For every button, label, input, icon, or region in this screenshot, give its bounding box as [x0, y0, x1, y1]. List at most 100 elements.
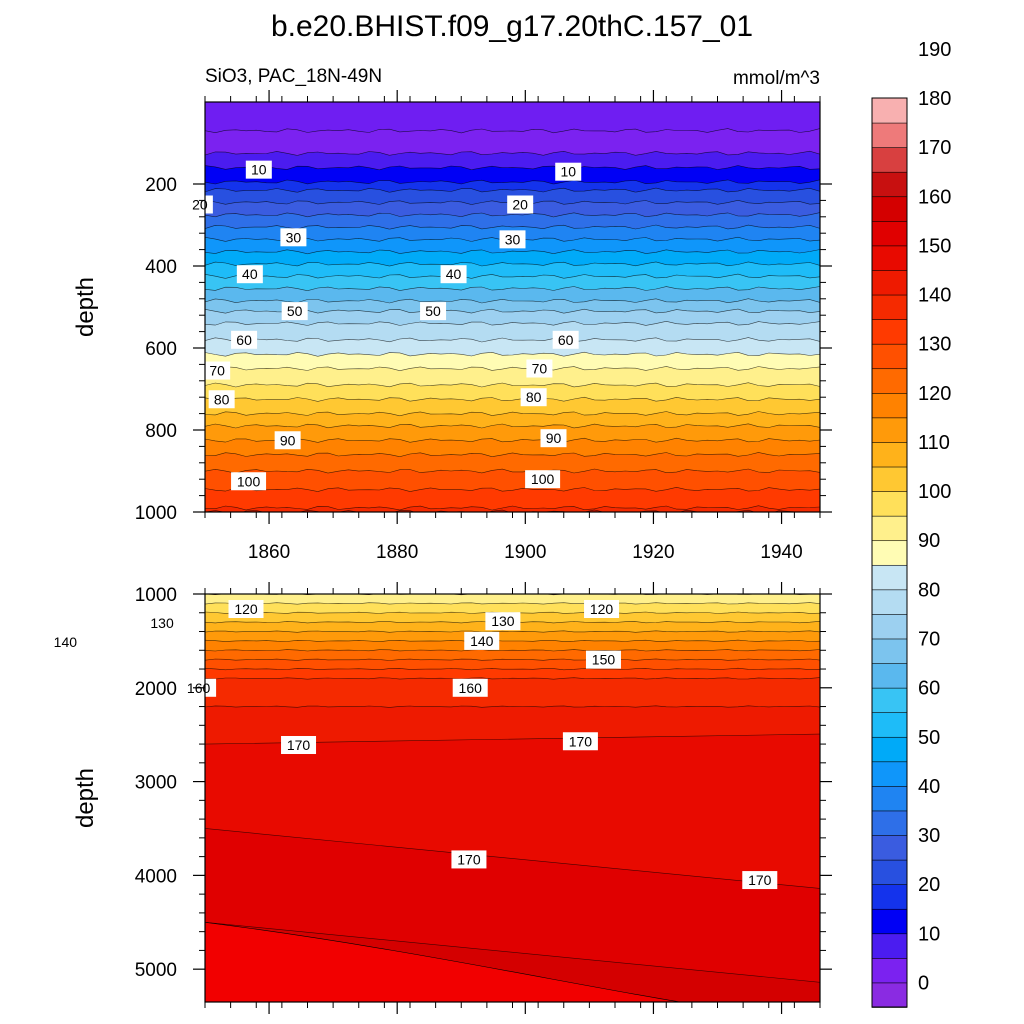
- upper-contour-label-bg: [204, 361, 231, 380]
- colorbar-label: 40: [918, 776, 940, 798]
- lower-contour-label: 140: [470, 633, 494, 649]
- colorbar-segment: [871, 245, 908, 271]
- upper-contour-label-bg: [281, 302, 308, 321]
- upper-contour-label-bg: [208, 390, 235, 409]
- lower-contour-label: 120: [234, 601, 258, 617]
- upper-contour-label-bg: [245, 160, 272, 179]
- upper-contour-band: [205, 151, 820, 170]
- upper-contour-label-bg: [274, 431, 301, 450]
- lower-contour-band: [205, 649, 820, 662]
- colorbar-label: 0: [918, 972, 929, 994]
- colorbar-segment: [871, 589, 908, 615]
- x-tick-label: 1940: [760, 542, 802, 563]
- upper-contour-label-bg: [499, 230, 526, 249]
- upper-contour-line: [205, 351, 820, 357]
- upper-contour-label: 10: [560, 164, 576, 180]
- upper-contour-band: [205, 469, 820, 492]
- lower-y-axis-label: depth: [72, 768, 99, 828]
- upper-contour-line: [205, 261, 820, 267]
- x-tick-label: 1880: [376, 542, 418, 563]
- upper-contour-line: [205, 366, 820, 372]
- lower-contour-line: [205, 630, 820, 633]
- colorbar-label: 80: [918, 579, 940, 601]
- upper-contour-label-bg: [555, 162, 582, 181]
- lower-contour-line: [205, 667, 820, 671]
- lower-contour-label: 130: [491, 613, 515, 629]
- lower-deep-line: [205, 921, 681, 1002]
- x-tick-label: 1860: [248, 542, 290, 563]
- colorbar-segment: [871, 908, 908, 935]
- colorbar-segment: [871, 195, 908, 222]
- upper-contour-band: [205, 321, 820, 342]
- upper-contour-label-bg: [520, 388, 547, 407]
- upper-contour-label-bg: [440, 265, 467, 284]
- lower-contour-label-bg: [562, 732, 598, 751]
- upper-contour-line: [205, 224, 820, 230]
- colorbar-label: 130: [918, 334, 951, 356]
- colorbar-frame: [871, 97, 908, 1008]
- upper-contour-line: [205, 411, 820, 417]
- upper-contour-label: 60: [236, 332, 252, 348]
- upper-contour-label: 10: [251, 162, 267, 178]
- upper-contour-line: [205, 298, 820, 304]
- upper-contour-label: 40: [242, 266, 258, 282]
- upper-contour-label: 40: [446, 266, 462, 282]
- upper-contour-line: [205, 468, 820, 474]
- upper-contour-band: [205, 438, 820, 457]
- upper-contour-label: 70: [209, 363, 225, 379]
- upper-contour-band: [205, 212, 820, 230]
- upper-contour-line: [205, 249, 820, 255]
- upper-contour-label: 80: [526, 389, 542, 405]
- colorbar-segment: [871, 171, 908, 198]
- lower-contour-label-bg: [464, 631, 500, 650]
- upper-contour-line: [205, 320, 820, 326]
- upper-contour-label-bg: [236, 265, 263, 284]
- upper-y-axis-label: depth: [72, 277, 99, 337]
- colorbar-segment: [871, 761, 908, 787]
- lower-contour-label-bg: [228, 600, 264, 619]
- lower-contour-line: [205, 921, 820, 983]
- upper-y-tick-label: 1000: [135, 503, 177, 524]
- upper-contour-band: [205, 382, 820, 402]
- lower-contour-line: [205, 658, 820, 661]
- upper-contour-line: [205, 179, 820, 185]
- upper-y-tick-label: 600: [145, 339, 177, 360]
- colorbar-label: 70: [918, 628, 940, 650]
- colorbar-label: 110: [918, 432, 950, 454]
- colorbar: 0 10 20 30 40 50 60 70 80 90 100 110 120 130 140 150 160…: [871, 39, 951, 1008]
- lower-contour-label: 170: [569, 733, 593, 749]
- upper-contour-line: [205, 187, 820, 193]
- lower-contour-label: 140: [54, 634, 78, 650]
- colorbar-segment: [871, 638, 908, 664]
- upper-contour-line: [205, 382, 820, 388]
- upper-contour-band: [205, 249, 820, 266]
- colorbar-segment: [871, 220, 908, 247]
- upper-contour-band: [205, 452, 820, 473]
- upper-contour-label-bg: [231, 330, 258, 349]
- left-subtitle: SiO3, PAC_18N-49N: [205, 66, 382, 87]
- colorbar-label: 180: [918, 88, 951, 110]
- chart-title: b.e20.BHIST.f09_g17.20thC.157_01: [271, 10, 753, 43]
- upper-contour-band: [205, 411, 820, 428]
- colorbar-label: 30: [918, 825, 940, 847]
- lower-contour-band: [205, 658, 820, 672]
- right-subtitle: mmol/m^3: [733, 68, 820, 89]
- upper-contour-label: 90: [280, 432, 296, 448]
- lower-contour-label-bg: [584, 600, 620, 619]
- lower-contour-line: [205, 649, 820, 652]
- lower-contour-line: [205, 639, 820, 643]
- colorbar-segment: [871, 687, 908, 713]
- colorbar-segment: [871, 367, 908, 394]
- colorbar-segment: [871, 711, 908, 738]
- colorbar-segment: [871, 810, 908, 836]
- upper-contour-label: 50: [425, 303, 441, 319]
- colorbar-segment: [871, 466, 908, 492]
- lower-contour-band: [205, 668, 820, 681]
- upper-contour-label-bg: [231, 472, 267, 491]
- upper-contour-band: [205, 423, 820, 443]
- upper-contour-band: [205, 487, 820, 510]
- colorbar-label: 90: [918, 530, 940, 552]
- colorbar-segment: [871, 122, 908, 148]
